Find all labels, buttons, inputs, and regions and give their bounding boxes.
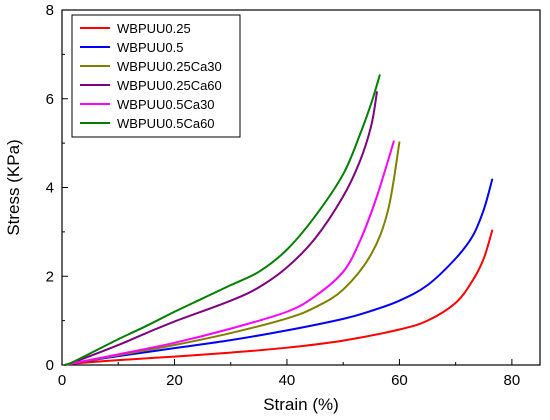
y-tick-label: 8 bbox=[46, 2, 54, 19]
y-tick-label: 4 bbox=[46, 180, 54, 197]
y-axis: 0 2 4 6 8 bbox=[46, 2, 68, 374]
y-tick-label: 2 bbox=[46, 268, 54, 285]
y-tick-label: 6 bbox=[46, 91, 54, 108]
x-axis-title: Strain (%) bbox=[263, 395, 339, 414]
x-tick-label: 80 bbox=[504, 372, 521, 389]
legend: WBPUU0.25 WBPUU0.5 WBPUU0.25Ca30 WBPUU0.25C… bbox=[71, 14, 241, 138]
series-line-wbpuu0-5ca30 bbox=[63, 140, 395, 366]
legend-label-wbpuu0-25ca60: WBPUU0.25Ca60 bbox=[117, 78, 222, 93]
series-line-wbpuu0-25ca60 bbox=[63, 91, 378, 366]
legend-label-wbpuu0-25ca30: WBPUU0.25Ca30 bbox=[117, 59, 222, 74]
legend-label-wbpuu0-5ca60: WBPUU0.5Ca60 bbox=[117, 116, 215, 131]
y-axis-title: Stress (KPa) bbox=[4, 139, 23, 235]
legend-label-wbpuu0-5ca30: WBPUU0.5Ca30 bbox=[117, 97, 215, 112]
series-line-wbpuu0-25 bbox=[63, 229, 494, 366]
series-layer bbox=[63, 74, 494, 366]
series-line-wbpuu0-5 bbox=[63, 178, 494, 366]
legend-box bbox=[71, 14, 241, 138]
series-line-wbpuu0-25ca30 bbox=[63, 141, 401, 366]
x-tick-label: 60 bbox=[391, 372, 408, 389]
y-tick-label: 0 bbox=[46, 357, 54, 374]
x-tick-label: 20 bbox=[166, 372, 183, 389]
x-tick-label: 40 bbox=[279, 372, 296, 389]
legend-label-wbpuu0-5: WBPUU0.5 bbox=[117, 40, 183, 55]
x-tick-label: 0 bbox=[58, 372, 66, 389]
series-line-wbpuu0-5ca60 bbox=[63, 74, 381, 366]
legend-label-wbpuu0-25: WBPUU0.25 bbox=[117, 21, 191, 36]
x-axis: 0 20 40 60 80 bbox=[58, 359, 520, 389]
